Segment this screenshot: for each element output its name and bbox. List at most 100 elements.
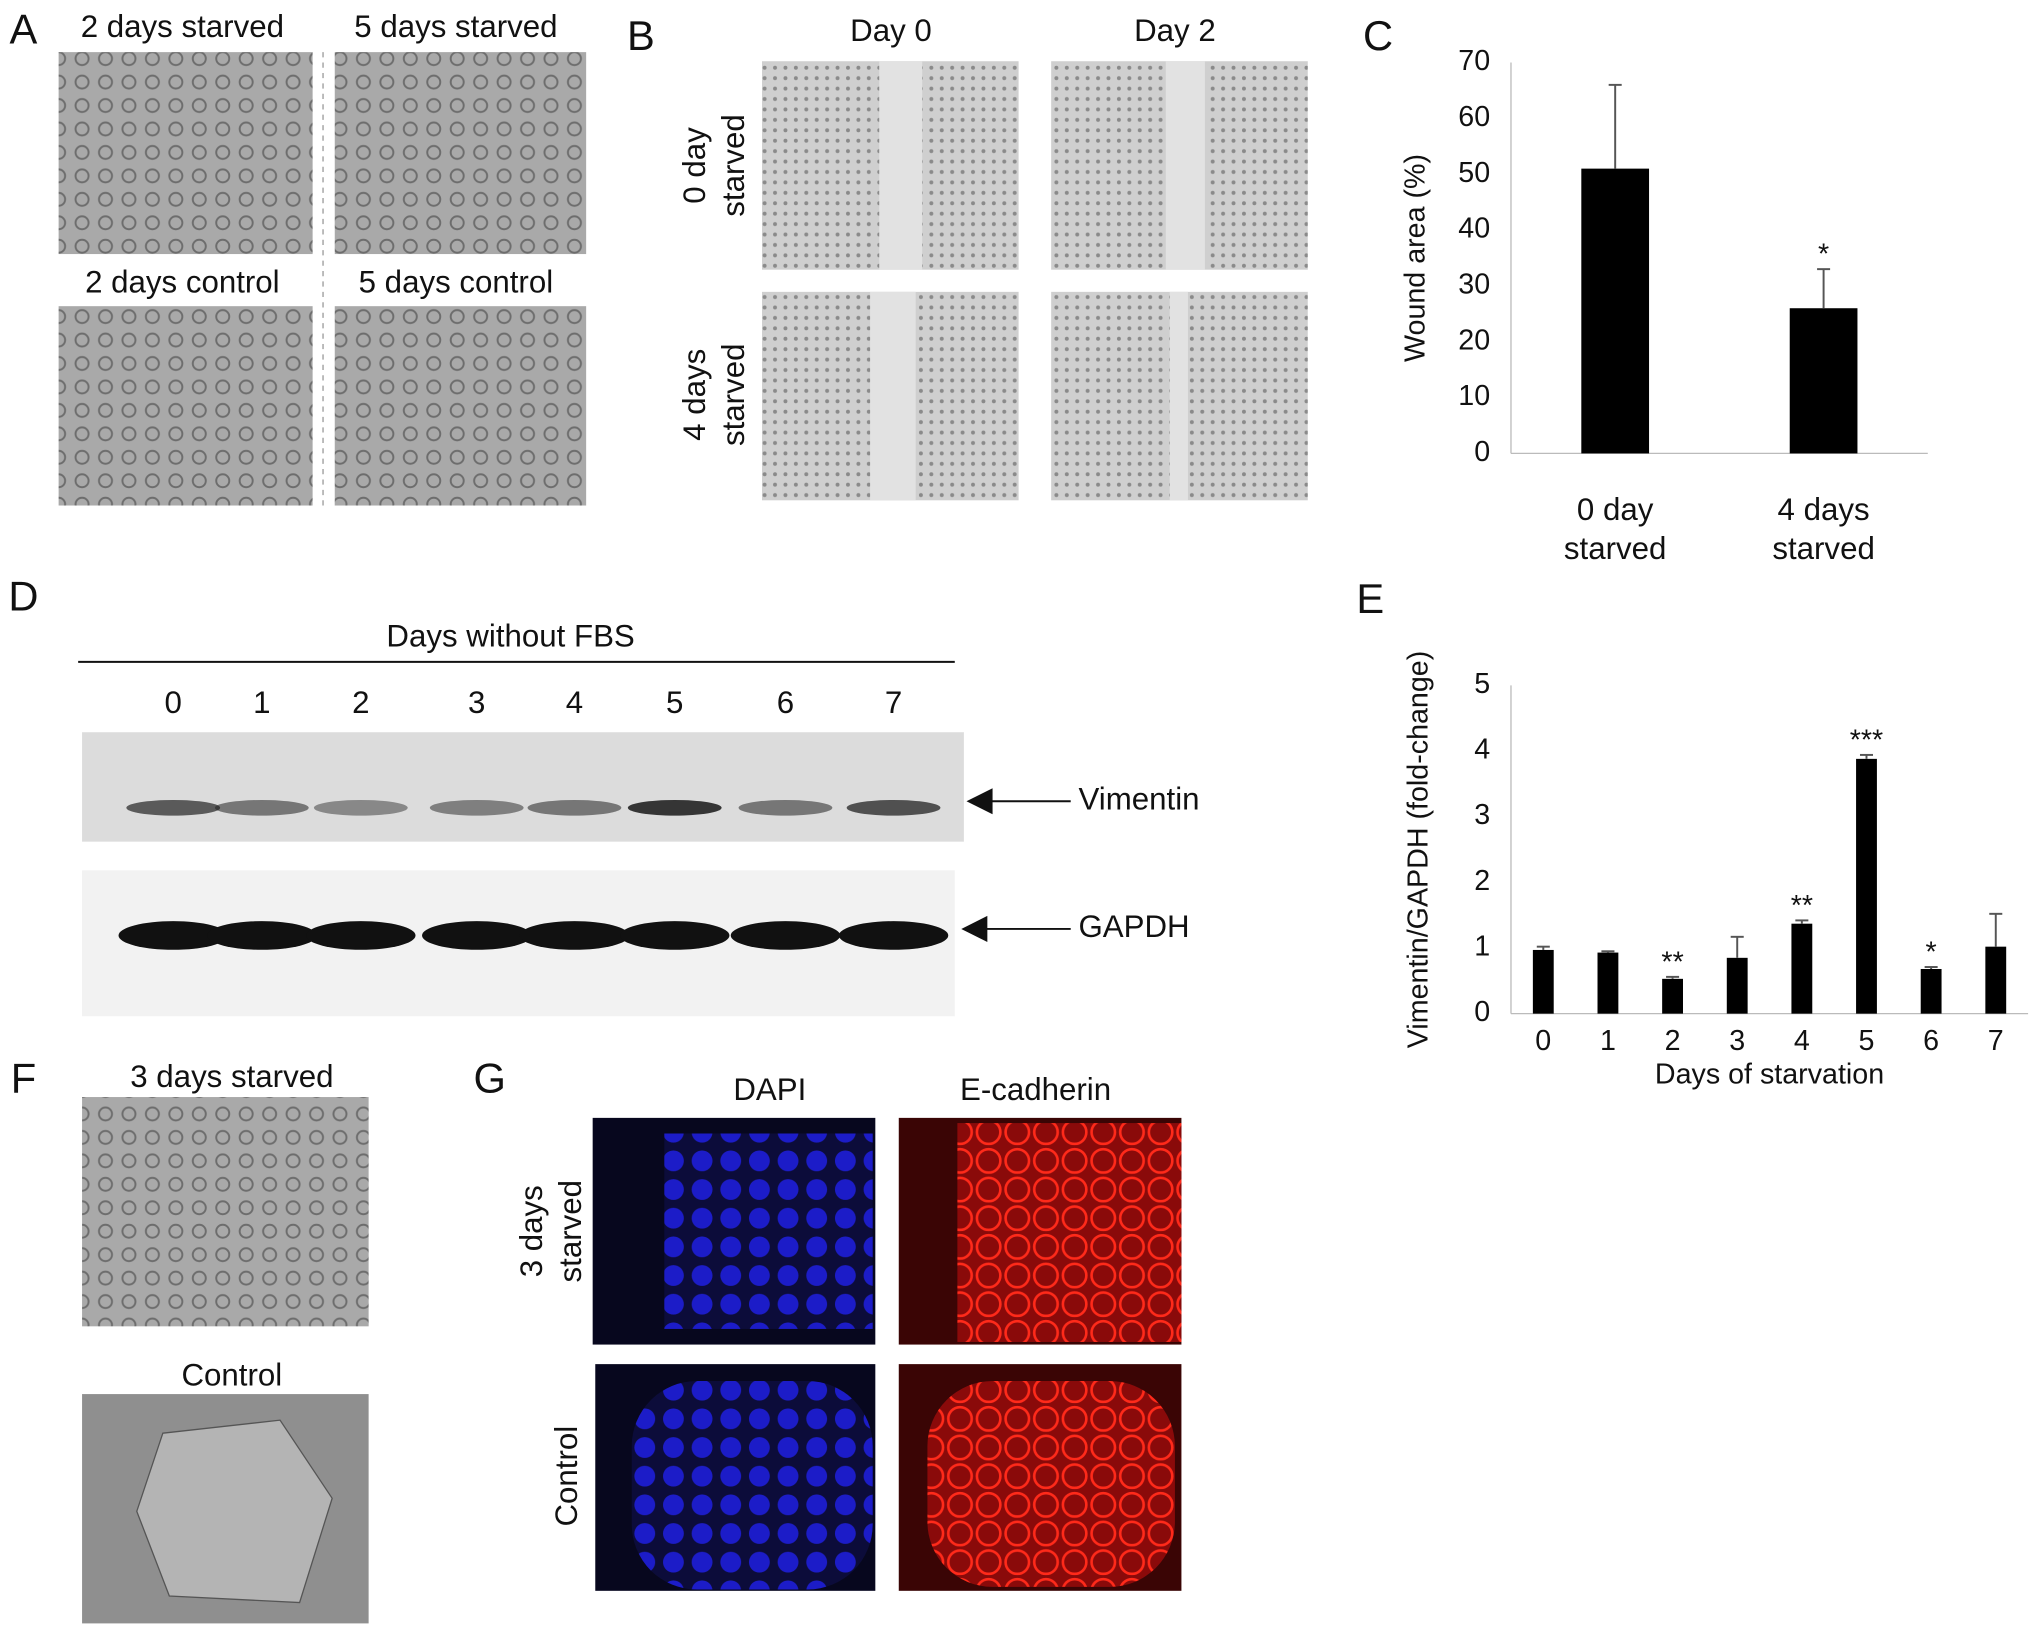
column-label: Day 2 (1134, 13, 1216, 48)
y-tick-label: 3 (1474, 799, 1490, 831)
bar (1985, 946, 2007, 1014)
caption: 2 days control (85, 264, 280, 299)
row-label-line: 3 days (514, 1185, 549, 1277)
lane-label: 5 (666, 685, 683, 720)
caption: Control (181, 1357, 282, 1392)
arrow-head (961, 915, 988, 942)
column-label: E-cadherin (960, 1072, 1111, 1107)
lane-label: 7 (885, 685, 902, 720)
x-tick-label: 4 (1794, 1025, 1810, 1057)
lane-label: 6 (777, 685, 794, 720)
y-tick-label: 4 (1474, 734, 1490, 766)
row-label: 3 days starved (514, 1180, 588, 1282)
band (519, 921, 630, 950)
bar (1662, 978, 1683, 1014)
significance-label: * (1818, 239, 1829, 271)
lane-label: 3 (468, 685, 485, 720)
band (118, 921, 228, 950)
y-tick-label: 0 (1474, 996, 1490, 1028)
blot (82, 732, 964, 842)
band (126, 799, 221, 816)
wound-gap (870, 291, 916, 501)
panel-letter: E (1356, 575, 1384, 622)
band (627, 799, 722, 816)
y-tick-label: 70 (1458, 45, 1490, 77)
row-label: 0 day starved (677, 114, 751, 216)
x-tick-label: 0 day starved (1563, 492, 1667, 567)
wound-gap (879, 61, 923, 270)
band (738, 799, 833, 816)
y-tick-label: 5 (1474, 668, 1490, 700)
y-tick-label: 50 (1458, 157, 1490, 189)
caption: 5 days starved (354, 9, 557, 44)
band (620, 921, 730, 950)
significance-label: ** (1791, 890, 1813, 922)
lane-label: 0 (165, 685, 182, 720)
bar (1920, 968, 1942, 1014)
band (313, 799, 408, 816)
x-tick-label: 7 (1988, 1025, 2004, 1057)
y-axis-label: Wound area (%) (1400, 154, 1432, 362)
row-label-line: Control (549, 1426, 584, 1527)
row-label: Control (549, 1426, 584, 1527)
band (214, 799, 309, 816)
x-tick-label: 2 (1665, 1025, 1681, 1057)
band-label: Vimentin (1079, 782, 1200, 817)
y-tick-label: 20 (1458, 324, 1490, 356)
y-tick-label: 40 (1458, 213, 1490, 245)
y-tick-label: 0 (1474, 436, 1490, 468)
x-tick-label: 1 (1600, 1025, 1616, 1057)
bar (1532, 949, 1554, 1014)
y-tick-label: 60 (1458, 101, 1490, 133)
row-label-line: 0 day (677, 127, 712, 204)
caption: 5 days control (359, 264, 554, 299)
x-tick-label: 0 (1535, 1025, 1551, 1057)
y-tick-label: 10 (1458, 380, 1490, 412)
panel-letter: G (474, 1054, 506, 1101)
lane-label: 2 (352, 685, 369, 720)
panel-letter: B (627, 12, 655, 59)
blot-bands (118, 799, 949, 950)
lane-label: 4 (566, 685, 583, 720)
band (527, 799, 622, 816)
panel-letter: D (8, 572, 38, 619)
column-label: Day 0 (850, 13, 932, 48)
band (838, 921, 949, 950)
x-tick-label: 5 (1859, 1025, 1875, 1057)
band (429, 799, 524, 816)
colony (136, 1419, 333, 1604)
micrograph (58, 52, 313, 255)
blot-title: Days without FBS (386, 619, 634, 654)
bar (1791, 923, 1813, 1014)
x-tick-label: 3 (1729, 1025, 1745, 1057)
bar (1597, 952, 1619, 1014)
micrograph (58, 306, 313, 506)
wound-gap (1169, 291, 1188, 501)
arrow-head (966, 788, 993, 815)
row-label-line: starved (716, 344, 751, 446)
bar (1726, 957, 1748, 1014)
nuclei (631, 1381, 873, 1590)
row-label: 4 days starved (677, 344, 751, 446)
band (207, 921, 317, 950)
row-label-line: starved (553, 1180, 588, 1282)
lane-label: 1 (253, 685, 270, 720)
membrane-stain (957, 1123, 1182, 1342)
band (306, 921, 416, 950)
x-tick-label: 4 days starved (1772, 492, 1875, 567)
y-tick-label: 1 (1474, 931, 1490, 963)
caption: 2 days starved (81, 9, 284, 44)
panel-letter: F (11, 1054, 36, 1101)
panel-letter: C (1363, 12, 1393, 59)
y-tick-label: 30 (1458, 268, 1490, 300)
micrograph (82, 1097, 369, 1327)
significance-label: * (1926, 937, 1937, 969)
x-axis-label: Days of starvation (1655, 1059, 1884, 1091)
caption: 3 days starved (130, 1059, 333, 1094)
band-label: GAPDH (1079, 909, 1190, 944)
bar (1789, 308, 1858, 454)
x-tick-label: 6 (1923, 1025, 1939, 1057)
x-tick-label-box: 0 day starved (1563, 492, 1667, 567)
y-axis-label: Vimentin/GAPDH (fold-change) (1402, 651, 1434, 1048)
